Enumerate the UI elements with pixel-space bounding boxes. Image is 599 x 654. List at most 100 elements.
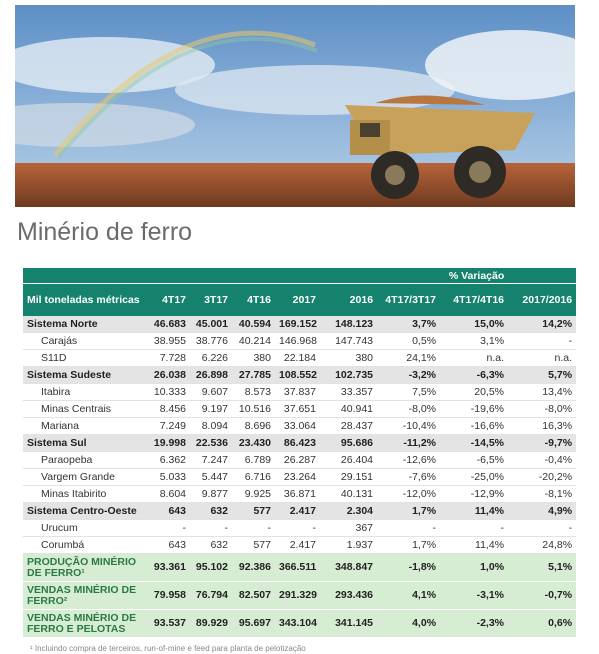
- cell: 40.594: [232, 316, 275, 333]
- cell: 5.033: [145, 468, 190, 486]
- cell: -: [145, 519, 190, 537]
- cell: n.a.: [508, 349, 577, 367]
- cell: 33.064: [275, 417, 320, 435]
- cell: 5,1%: [508, 553, 577, 582]
- cell: -3,2%: [377, 366, 441, 384]
- cell: 92.386: [232, 553, 275, 582]
- cell: 1,7%: [377, 502, 441, 520]
- cell: 1.937: [320, 536, 378, 554]
- row-label: Itabira: [23, 383, 145, 401]
- cell: 341.145: [320, 609, 378, 638]
- cell: 10.516: [232, 400, 275, 418]
- cell: 643: [145, 536, 190, 554]
- row-label: Minas Itabirito: [23, 485, 145, 503]
- table-row: PRODUÇÃO MINÉRIO DE FERRO¹ 93.361 95.102 92…: [23, 553, 577, 582]
- cell: 343.104: [275, 609, 320, 638]
- cell: 79.958: [145, 581, 190, 610]
- cell: 95.102: [190, 553, 232, 582]
- table-row: Mariana 7.249 8.094 8.696 33.064 28.437 -10,4%…: [23, 417, 577, 435]
- column-header: 2016: [320, 283, 378, 316]
- cell: 9.877: [190, 485, 232, 503]
- cell: -1,8%: [377, 553, 441, 582]
- column-header: 4T17: [145, 283, 190, 316]
- table-row: Vargem Grande 5.033 5.447 6.716 23.264 29.151…: [23, 468, 577, 486]
- cell: 293.436: [320, 581, 378, 610]
- cell: 0,6%: [508, 609, 577, 638]
- cell: -2,3%: [440, 609, 509, 638]
- cell: 0,5%: [377, 332, 441, 350]
- column-header: 4T17/4T16: [440, 283, 509, 316]
- cell: -19,6%: [440, 400, 509, 418]
- cell: 7.249: [145, 417, 190, 435]
- cell: 93.537: [145, 609, 190, 638]
- cell: -6,5%: [440, 451, 509, 469]
- cell: 632: [190, 536, 232, 554]
- cell: 380: [232, 349, 275, 367]
- cell: 33.357: [320, 383, 378, 401]
- cell: 9.925: [232, 485, 275, 503]
- row-label: S11D: [23, 349, 145, 367]
- iron-ore-table: % Variação Mil toneladas métricas 4T17 3T17…: [23, 268, 577, 638]
- cell: 6.716: [232, 468, 275, 486]
- cell: 23.264: [275, 468, 320, 486]
- cell: 2.304: [320, 502, 378, 520]
- cell: 1,7%: [377, 536, 441, 554]
- cell: -9,7%: [508, 434, 577, 452]
- column-header: 2017/2016: [508, 283, 577, 316]
- table-row: Sistema Centro-Oeste 643 632 577 2.417 2.304 1…: [23, 502, 577, 520]
- cell: 14,2%: [508, 316, 577, 333]
- row-label: VENDAS MINÉRIO DE FERRO²: [23, 581, 145, 610]
- cell: 36.871: [275, 485, 320, 503]
- cell: 6.362: [145, 451, 190, 469]
- cell: 108.552: [275, 366, 320, 384]
- table-row: VENDAS MINÉRIO DE FERRO² 79.958 76.794 82.5…: [23, 581, 577, 610]
- cell: 4,9%: [508, 502, 577, 520]
- cell: 7,5%: [377, 383, 441, 401]
- column-header: Mil toneladas métricas: [23, 283, 145, 316]
- cell: -: [232, 519, 275, 537]
- cell: -11,2%: [377, 434, 441, 452]
- cell: 9.607: [190, 383, 232, 401]
- row-label: Sistema Norte: [23, 316, 145, 333]
- cell: 19.998: [145, 434, 190, 452]
- cell: n.a.: [440, 349, 509, 367]
- cell: 7.247: [190, 451, 232, 469]
- cell: 8.456: [145, 400, 190, 418]
- group-header-row: % Variação: [23, 268, 577, 284]
- table-row: Paraopeba 6.362 7.247 6.789 26.287 26.404 -12,…: [23, 451, 577, 469]
- table-row: S11D 7.728 6.226 380 22.184 380 24,1% n.a. n.a.: [23, 349, 577, 367]
- cell: 8.696: [232, 417, 275, 435]
- table-row: Sistema Norte 46.683 45.001 40.594 169.152 14…: [23, 316, 577, 333]
- cell: 27.785: [232, 366, 275, 384]
- cell: 23.430: [232, 434, 275, 452]
- cell: -8,0%: [377, 400, 441, 418]
- cell: 26.404: [320, 451, 378, 469]
- cell: 86.423: [275, 434, 320, 452]
- cell: 45.001: [190, 316, 232, 333]
- row-label: VENDAS MINÉRIO DE FERRO E PELOTAS: [23, 609, 145, 638]
- cell: -14,5%: [440, 434, 509, 452]
- cell: 169.152: [275, 316, 320, 333]
- cell: 5.447: [190, 468, 232, 486]
- group-header: % Variação: [377, 268, 577, 284]
- cell: -12,9%: [440, 485, 509, 503]
- cell: 28.437: [320, 417, 378, 435]
- row-label: Paraopeba: [23, 451, 145, 469]
- cell: -: [440, 519, 509, 537]
- table-row: Sistema Sul 19.998 22.536 23.430 86.423 95.68…: [23, 434, 577, 452]
- cell: 146.968: [275, 332, 320, 350]
- cell: 11,4%: [440, 536, 509, 554]
- row-label: Carajás: [23, 332, 145, 350]
- cell: -3,1%: [440, 581, 509, 610]
- section-title: Minério de ferro: [17, 218, 193, 246]
- column-header: 3T17: [190, 283, 232, 316]
- cell: 4,1%: [377, 581, 441, 610]
- table-row: Carajás 38.955 38.776 40.214 146.968 147.743 0…: [23, 332, 577, 350]
- cell: 147.743: [320, 332, 378, 350]
- column-header: 4T16: [232, 283, 275, 316]
- cell: 2.417: [275, 536, 320, 554]
- cell: -6,3%: [440, 366, 509, 384]
- cell: -: [508, 519, 577, 537]
- footnote: ¹ Incluindo compra de terceiros, run-of-…: [30, 644, 306, 653]
